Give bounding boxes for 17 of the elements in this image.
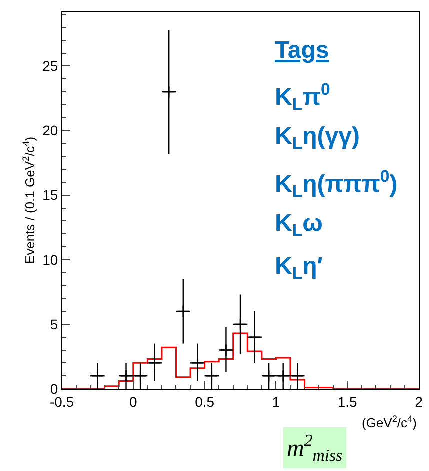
x-tick-label: 0 (130, 394, 138, 410)
annotation: K$_{L}$η′ (275, 253, 324, 284)
y-tick-label: 20 (42, 122, 58, 139)
annotation: K$_{L}$ω (275, 210, 323, 240)
y-tick-label: 5 (50, 316, 58, 332)
annotation: Tags (275, 37, 330, 64)
x-tick-label: 1.5 (338, 394, 358, 410)
y-tick-label: 10 (42, 252, 58, 268)
x-tick-label: 2 (415, 394, 424, 410)
annotation: K$_{L}$π$^{0}$ (275, 80, 330, 114)
x-tick-label: 0.5 (195, 394, 215, 410)
y-tick-label: 15 (42, 187, 58, 204)
y-tick-label: 25 (42, 58, 58, 74)
annotation: K$_{L}$η(πππ$^{0}$) (275, 167, 398, 202)
x-axis-title: (GeV$^{2}$/c$^{4}$) (362, 414, 417, 430)
x-tick-label: 1 (272, 394, 280, 410)
annotation: K$_{L}$η(γγ) (275, 123, 360, 154)
